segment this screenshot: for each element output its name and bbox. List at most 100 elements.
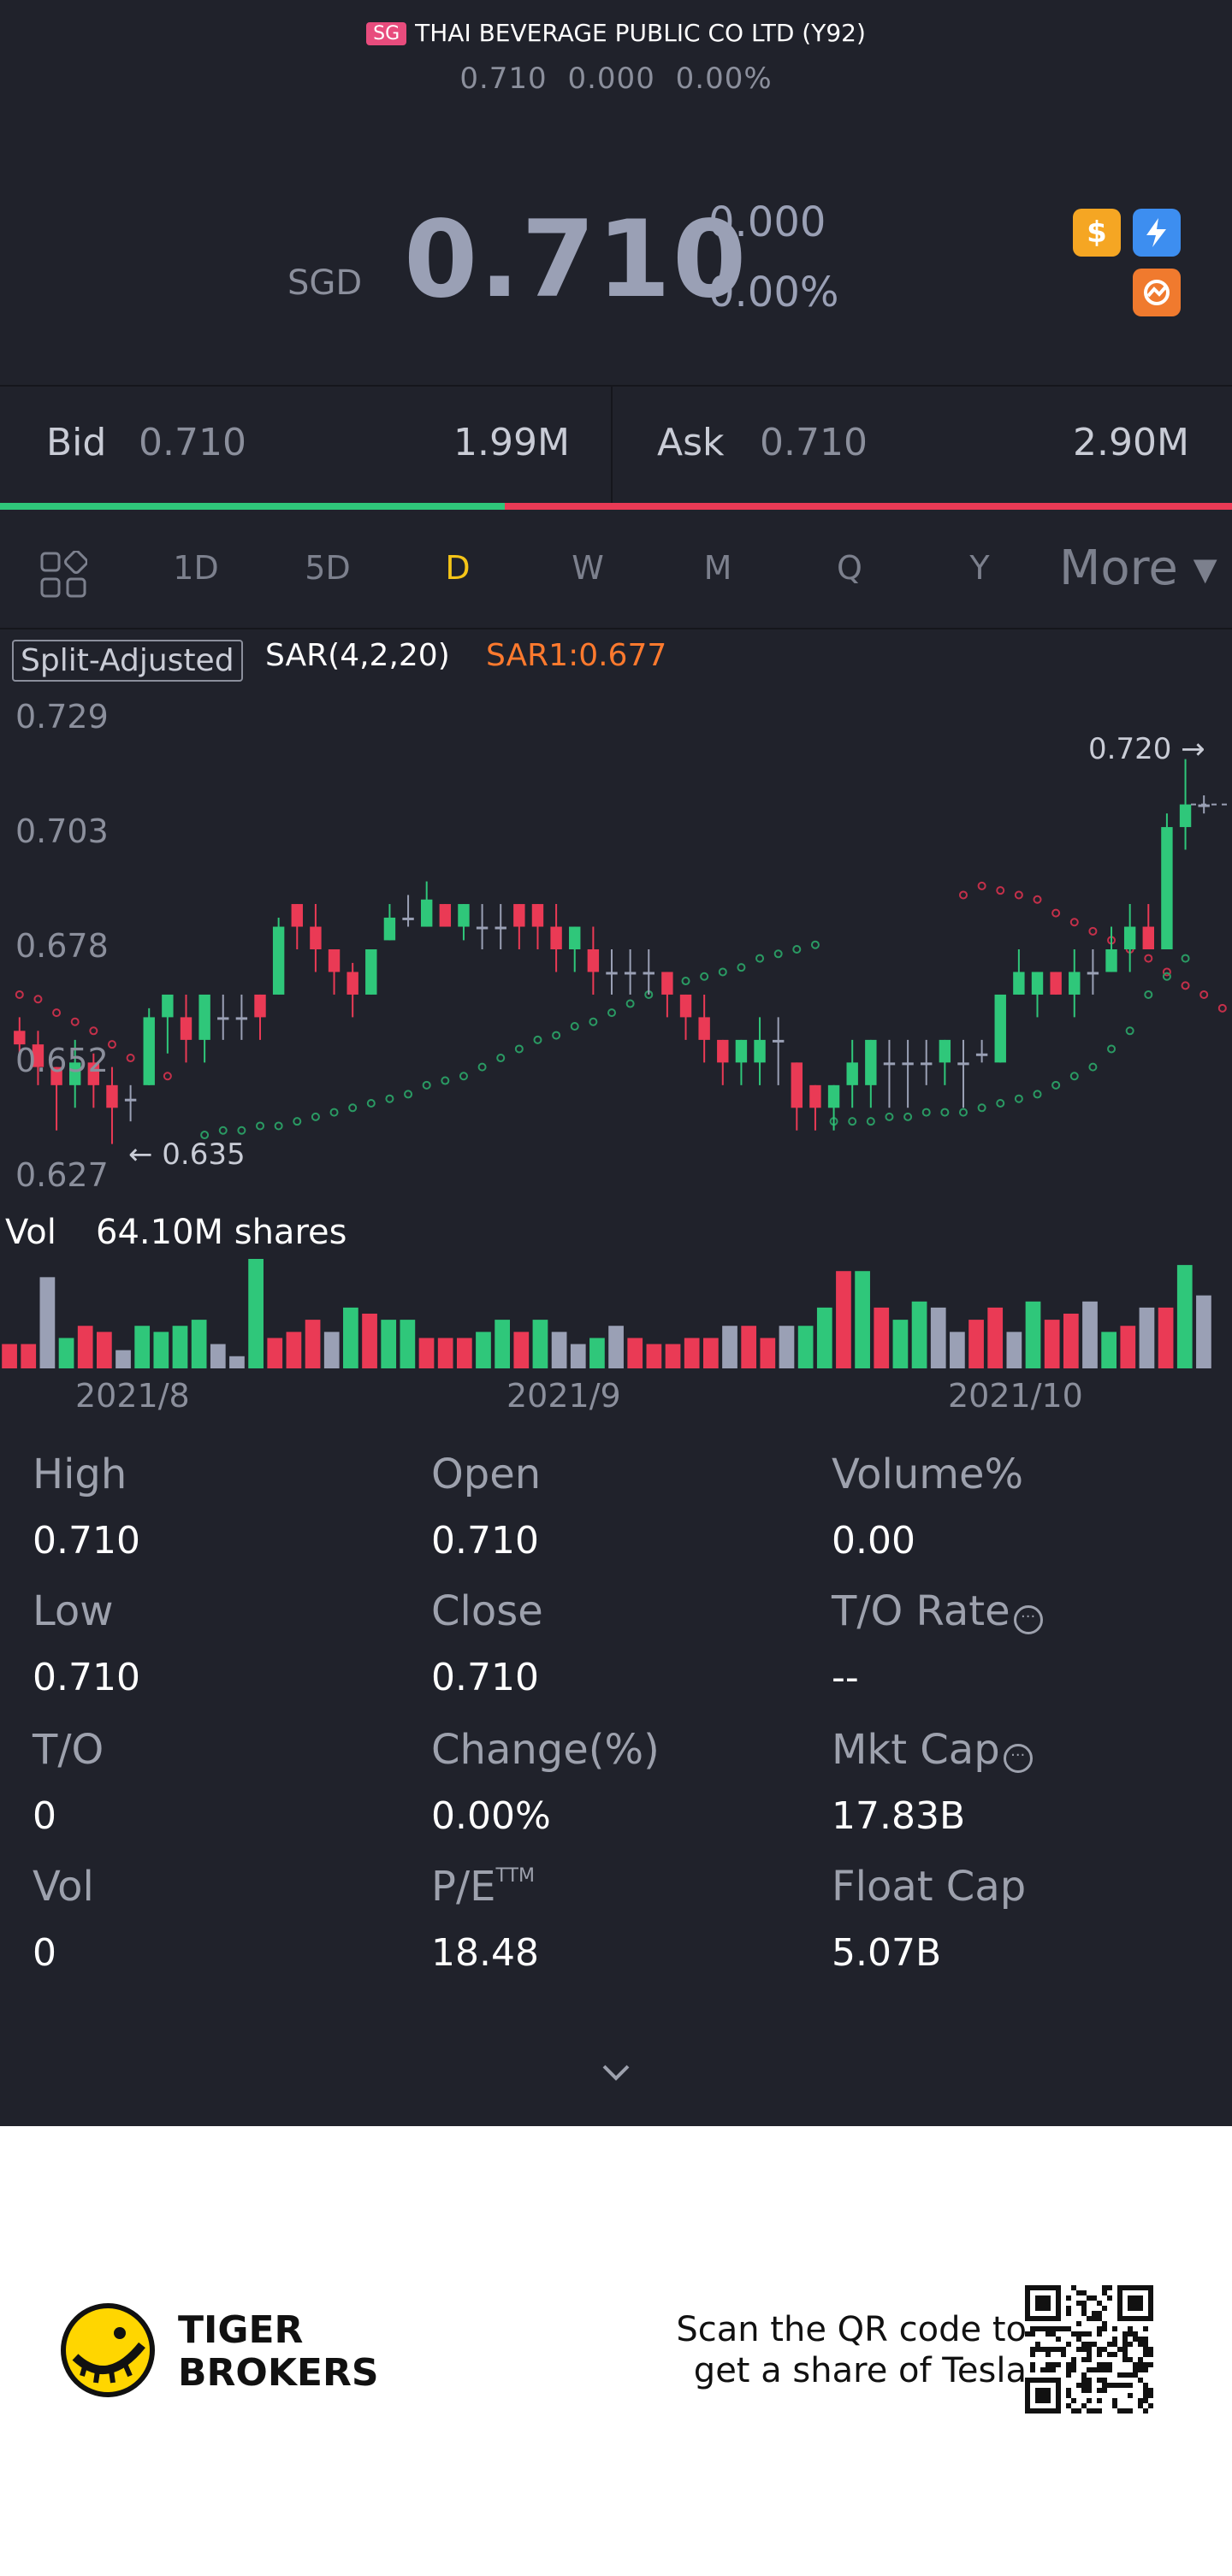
- candle-body: [698, 1017, 710, 1040]
- qr-module: [1128, 2383, 1133, 2388]
- tab-w[interactable]: W: [572, 549, 604, 587]
- volume-bar: [1063, 1314, 1079, 1368]
- qr-code-icon[interactable]: [1025, 2285, 1153, 2414]
- stat-value-float-cap: 5.07B: [832, 1931, 942, 1975]
- sar-dot: [126, 1054, 135, 1063]
- volume-bar: [930, 1307, 946, 1368]
- qr-module: [1102, 2290, 1107, 2295]
- qr-module: [1071, 2357, 1076, 2362]
- info-icon[interactable]: ···: [1003, 1744, 1033, 1773]
- qr-module: [1122, 2337, 1128, 2342]
- sar-dot: [1199, 990, 1209, 999]
- tab-q[interactable]: Q: [837, 549, 862, 587]
- price-chart[interactable]: [0, 701, 1232, 1180]
- volume-bar: [96, 1332, 112, 1368]
- tab-y[interactable]: Y: [969, 549, 990, 587]
- stat-label-turnover: T/O: [33, 1726, 104, 1774]
- stat-label-turnover-rate: T/O Rate ···: [832, 1587, 1043, 1635]
- tab-more[interactable]: More ▾: [1059, 541, 1217, 596]
- bid-strength-bar: [0, 503, 506, 510]
- qr-module: [1097, 2362, 1102, 2367]
- qr-module: [1133, 2367, 1138, 2372]
- qr-module: [1081, 2331, 1087, 2337]
- qr-module: [1102, 2347, 1107, 2352]
- info-icon[interactable]: ···: [1013, 1605, 1043, 1634]
- qr-module: [1097, 2408, 1102, 2414]
- candle-body: [1087, 972, 1099, 975]
- stock-title: SG THAI BEVERAGE PUBLIC CO LTD (Y92): [0, 19, 1232, 47]
- sar-indicator-label[interactable]: SAR(4,2,20): [265, 638, 450, 673]
- volume-bar: [589, 1338, 605, 1368]
- candle-body: [87, 1062, 100, 1085]
- qr-finder: [1035, 2295, 1051, 2311]
- volume-bar: [1044, 1320, 1060, 1368]
- qr-module: [1076, 2290, 1081, 2295]
- qr-module: [1081, 2383, 1087, 2388]
- stat-value-volume-pct: 0.00: [832, 1519, 915, 1563]
- y-tick: 0.652: [15, 1042, 109, 1079]
- layout-grid-icon[interactable]: [39, 551, 87, 599]
- volume-bar: [760, 1338, 776, 1368]
- stock-name: THAI BEVERAGE PUBLIC CO LTD (Y92): [415, 19, 866, 47]
- volume-bar: [722, 1326, 737, 1368]
- dollar-icon[interactable]: $: [1073, 209, 1121, 257]
- candle-body: [975, 1053, 988, 1056]
- qr-module: [1076, 2347, 1081, 2352]
- qr-finder: [1128, 2295, 1143, 2311]
- tab-d[interactable]: D: [445, 549, 471, 587]
- qr-module: [1056, 2326, 1061, 2331]
- sar-dot: [348, 1103, 358, 1113]
- tab-1d[interactable]: 1D: [173, 549, 219, 587]
- sar-dot: [1144, 990, 1153, 999]
- split-adjusted-chip[interactable]: Split-Adjusted: [12, 640, 243, 682]
- qr-module: [1087, 2357, 1092, 2362]
- qr-module: [1030, 2326, 1035, 2331]
- qr-module: [1122, 2352, 1128, 2357]
- y-tick: 0.627: [15, 1156, 109, 1194]
- stat-value-change-pct: 0.00%: [431, 1794, 551, 1838]
- qr-module: [1087, 2367, 1092, 2372]
- qr-module: [1128, 2357, 1133, 2362]
- stat-label-pe: P/ETTM: [431, 1863, 535, 1911]
- qr-module: [1107, 2383, 1112, 2388]
- volume-bar: [343, 1307, 358, 1368]
- candle-body: [383, 917, 396, 941]
- qr-module: [1112, 2398, 1117, 2403]
- y-tick: 0.729: [15, 698, 109, 736]
- candle-body: [827, 1084, 840, 1108]
- qr-module: [1148, 2362, 1153, 2367]
- qr-module: [1066, 2306, 1071, 2311]
- candle-body: [217, 1017, 229, 1020]
- qr-module: [1122, 2331, 1128, 2337]
- currency-label: SGD: [287, 263, 363, 303]
- stat-label-change-pct: Change(%): [431, 1726, 660, 1774]
- options-icon[interactable]: [1133, 269, 1181, 316]
- candle-body: [495, 926, 506, 930]
- qr-module: [1143, 2326, 1148, 2331]
- qr-module: [1097, 2331, 1102, 2337]
- volume-chart[interactable]: [0, 1249, 1232, 1368]
- tab-m[interactable]: M: [703, 549, 732, 587]
- qr-module: [1071, 2285, 1076, 2290]
- sar-dot: [15, 990, 24, 999]
- qr-module: [1102, 2285, 1107, 2290]
- candle-body: [846, 1062, 858, 1085]
- qr-module: [1148, 2393, 1153, 2398]
- candle-body: [1013, 972, 1025, 995]
- candle-body: [1142, 926, 1154, 949]
- flash-icon[interactable]: [1133, 209, 1181, 257]
- sar-dot: [1069, 1072, 1079, 1081]
- qr-module: [1128, 2331, 1133, 2337]
- stat-value-high: 0.710: [33, 1519, 140, 1563]
- qr-module: [1138, 2403, 1143, 2408]
- volume-bar: [476, 1332, 491, 1368]
- volume-bar: [305, 1320, 321, 1368]
- tab-5d[interactable]: 5D: [305, 549, 351, 587]
- qr-module: [1097, 2347, 1102, 2352]
- qr-module: [1143, 2393, 1148, 2398]
- chevron-down-icon[interactable]: [599, 2059, 633, 2085]
- qr-module: [1051, 2326, 1056, 2331]
- qr-module: [1071, 2367, 1076, 2372]
- qr-module: [1076, 2337, 1081, 2342]
- qr-module: [1092, 2311, 1097, 2316]
